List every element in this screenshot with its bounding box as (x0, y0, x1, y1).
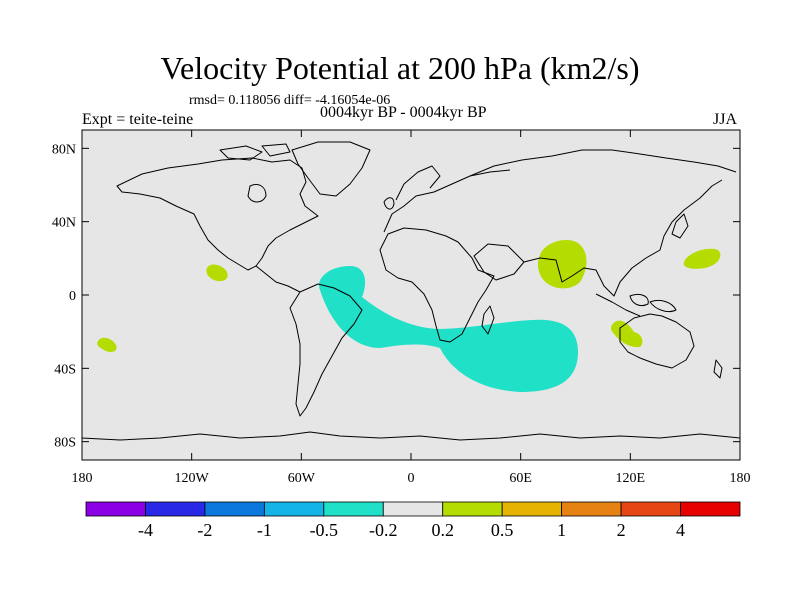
lon-tick-label: 60E (509, 471, 532, 486)
colorbar-swatch (382, 501, 444, 517)
anomaly-region-south-atlantic-indian (319, 266, 578, 392)
anomaly-region-south-pacific (97, 337, 117, 353)
colorbar-label: -0.2 (369, 520, 398, 540)
colorbar-swatch (620, 501, 681, 517)
colorbar: -4 -2 -1 -0.5 -0.2 0.2 0.5 1 2 4 (85, 501, 741, 540)
colorbar-label: 1 (557, 520, 566, 540)
lon-tick-label: 0 (408, 471, 415, 486)
map-axes: 180 120W 60W 0 60E 120E 180 80N 40N 0 40S 80S (52, 130, 751, 486)
lat-tick-label: 40N (52, 216, 76, 231)
colorbar-swatch (323, 501, 384, 517)
lon-tick-label: 120W (175, 471, 210, 486)
lat-tick-label: 80S (54, 436, 76, 451)
colorbar-label: -2 (197, 520, 212, 540)
season-label: JJA (713, 111, 738, 128)
colorbar-label: 4 (676, 520, 685, 540)
colorbar-swatch (680, 501, 741, 517)
lat-tick-label: 40S (54, 362, 76, 377)
stats-line: rmsd= 0.118056 diff= -4.16054e-06 (189, 93, 391, 108)
colorbar-label: 2 (617, 520, 626, 540)
experiment-label: Expt = teite-teine (82, 111, 194, 128)
anomaly-region-east-pacific (206, 264, 228, 282)
lat-tick-label: 0 (69, 289, 76, 304)
colorbar-label: -0.5 (310, 520, 339, 540)
colorbar-swatch (204, 501, 265, 517)
lon-tick-label: 180 (730, 471, 751, 486)
colorbar-swatch (442, 501, 503, 517)
lat-tick-label: 80N (52, 142, 76, 157)
colorbar-label: 0.2 (431, 520, 454, 540)
colorbar-swatch (263, 501, 325, 517)
coastlines (82, 141, 740, 441)
colorbar-label: -4 (138, 520, 153, 540)
subtitle: 0004kyr BP - 0004kyr BP (320, 104, 487, 121)
colorbar-swatch (145, 501, 206, 517)
colorbar-label: 0.5 (491, 520, 514, 540)
lon-tick-label: 180 (72, 471, 93, 486)
chart-title: Velocity Potential at 200 hPa (km2/s) (160, 50, 640, 86)
anomaly-region-west-australia (611, 320, 643, 348)
colorbar-swatch (561, 501, 622, 517)
colorbar-swatch (501, 501, 563, 517)
anomaly-region-india (537, 240, 587, 289)
lon-tick-label: 120E (616, 471, 646, 486)
map-background (82, 130, 740, 460)
colorbar-swatch (85, 501, 146, 517)
anomaly-region-north-pacific (683, 248, 721, 269)
colorbar-label: -1 (257, 520, 272, 540)
lon-tick-label: 60W (288, 471, 316, 486)
